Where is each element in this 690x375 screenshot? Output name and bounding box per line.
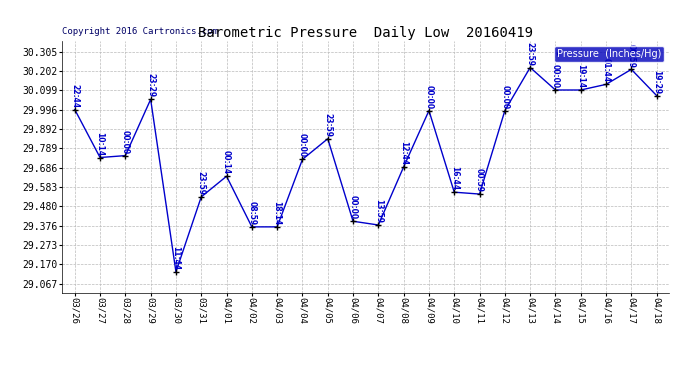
Text: 23:59: 23:59	[323, 113, 333, 137]
Text: 22:44: 22:44	[70, 84, 79, 108]
Text: 23:59: 23:59	[197, 171, 206, 195]
Text: 00:00: 00:00	[298, 134, 307, 158]
Text: Copyright 2016 Cartronics.com: Copyright 2016 Cartronics.com	[62, 27, 218, 36]
Text: 11:44: 11:44	[171, 246, 181, 270]
Text: 00:59: 00:59	[475, 168, 484, 192]
Text: 23:29: 23:29	[146, 74, 155, 98]
Text: 13:59: 13:59	[374, 199, 383, 223]
Text: 12:44: 12:44	[399, 141, 408, 165]
Text: 16:44: 16:44	[450, 166, 459, 190]
Text: 19:14: 19:14	[576, 64, 585, 88]
Text: 00:59: 00:59	[627, 44, 636, 68]
Text: 19:29: 19:29	[652, 70, 661, 94]
Text: 18:14: 18:14	[273, 201, 282, 225]
Text: 08:59: 08:59	[247, 201, 257, 225]
Text: 00:14: 00:14	[222, 150, 231, 174]
Text: 10:14: 10:14	[95, 132, 105, 156]
Text: 00:00: 00:00	[551, 64, 560, 88]
Text: 00:00: 00:00	[424, 85, 433, 109]
Text: 00:00: 00:00	[121, 130, 130, 154]
Legend: Pressure  (Inches/Hg): Pressure (Inches/Hg)	[554, 46, 664, 62]
Text: 00:00: 00:00	[500, 85, 509, 109]
Text: 01:44: 01:44	[602, 58, 611, 82]
Text: 23:59: 23:59	[526, 42, 535, 66]
Title: Barometric Pressure  Daily Low  20160419: Barometric Pressure Daily Low 20160419	[198, 26, 533, 40]
Text: 00:00: 00:00	[348, 195, 357, 219]
